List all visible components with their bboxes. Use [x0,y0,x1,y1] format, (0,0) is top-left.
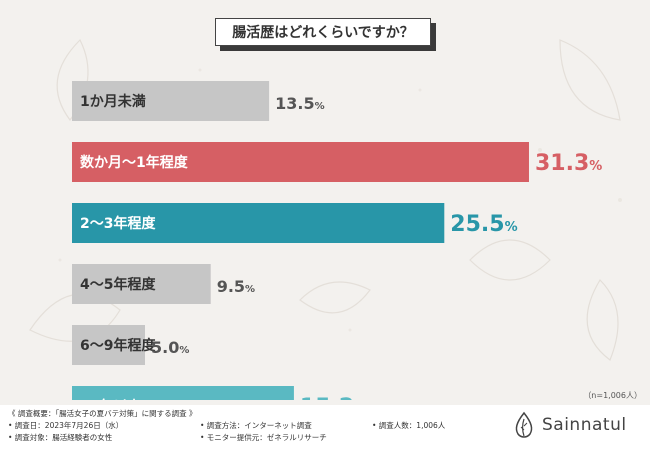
bar-5 [72,386,294,400]
category-label-4: 6〜9年程度 [80,337,156,354]
survey-method: • 調査方法：インターネット調査 [200,421,312,430]
bar-3 [72,264,211,304]
bar-4 [72,325,145,365]
survey-overview: 《 調査概要：「腸活女子の夏バテ対策」に関する調査 》 [8,409,197,418]
survey-count: • 調査人数：1,006人 [372,421,446,430]
survey-footer: 《 調査概要：「腸活女子の夏バテ対策」に関する調査 》 • 調査日：2023年7… [0,405,650,450]
survey-provider: • モニター提供元：ゼネラルリサーチ [200,433,327,442]
leaf-drop-icon [515,411,533,438]
value-label-5: 15.2% [300,395,367,400]
category-label-0: 1か月未満 [80,93,146,110]
bar-1 [72,142,529,182]
category-label-5: 10年以上 [80,398,141,400]
bar-2 [72,203,445,243]
brand-logo: Sainnatul [512,410,627,440]
category-label-3: 4〜5年程度 [80,276,156,293]
category-label-1: 数か月〜1年程度 [80,154,189,171]
brand-name: Sainnatul [542,415,627,435]
value-label-4: 5.0% [151,338,189,357]
bar-0 [72,81,270,121]
value-label-1: 31.3% [535,151,602,176]
survey-date: • 調査日：2023年7月26日（水） [8,421,124,430]
survey-target: • 調査対象：腸活経験者の女性 [8,433,113,442]
sample-size-note: （n=1,006人） [583,391,642,400]
value-label-0: 13.5% [275,94,325,113]
value-label-2: 25.5% [450,212,517,237]
value-label-3: 9.5% [217,277,255,296]
category-label-2: 2〜3年程度 [80,215,156,232]
bar-chart: 1か月未満 13.5% 数か月〜1年程度 31.3% 2〜3年程度 25.5% 4〜5年程度… [72,81,602,400]
